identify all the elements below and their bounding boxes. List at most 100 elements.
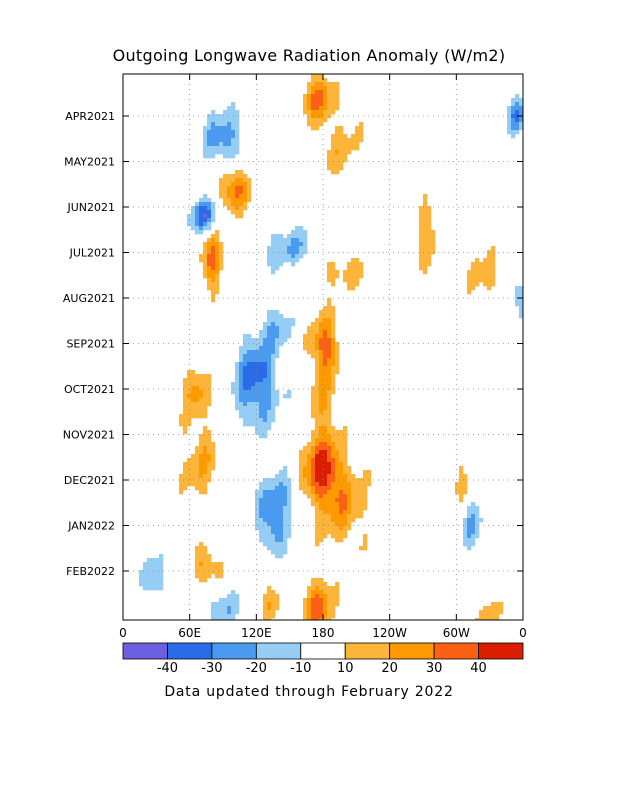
anomaly-cell [319,410,324,415]
anomaly-cell [231,202,236,207]
x-tick-label: 0 [119,626,127,640]
anomaly-cell [491,282,496,287]
x-tick-label: 180 [312,626,335,640]
anomaly-cell [459,474,464,479]
anomaly-cell [235,382,240,387]
anomaly-cell [475,278,480,283]
anomaly-cell [307,346,312,351]
anomaly-cell [219,262,224,267]
anomaly-cell [335,446,340,451]
anomaly-cell [227,130,232,135]
anomaly-cell [319,426,324,431]
anomaly-cell [311,326,316,331]
anomaly-cell [335,538,340,543]
anomaly-cell [291,322,296,327]
anomaly-cell [327,98,332,103]
anomaly-cell [323,534,328,539]
anomaly-cell [203,410,208,415]
anomaly-cell [323,338,328,343]
anomaly-cell [335,534,340,539]
anomaly-cell [259,414,264,419]
anomaly-cell [271,254,276,259]
anomaly-cell [247,178,252,183]
anomaly-cell [227,598,232,603]
colorbar-swatch [211,642,257,660]
anomaly-cell [359,498,364,503]
anomaly-cell [331,86,336,91]
anomaly-cell [327,502,332,507]
anomaly-cell [331,498,336,503]
anomaly-cell [367,478,372,483]
anomaly-cell [331,306,336,311]
anomaly-cell [355,126,360,131]
anomaly-cell [263,338,268,343]
anomaly-cell [339,158,344,163]
anomaly-cell [287,498,292,503]
anomaly-cell [311,346,316,351]
anomaly-cell [335,102,340,107]
anomaly-cell [315,390,320,395]
anomaly-cell [251,378,256,383]
anomaly-cell [511,130,516,135]
anomaly-cell [231,206,236,211]
anomaly-cell [323,346,328,351]
anomaly-cell [491,262,496,267]
anomaly-cell [215,242,220,247]
anomaly-cell [207,114,212,119]
anomaly-cell [319,618,324,620]
anomaly-cell [303,246,308,251]
anomaly-cell [203,442,208,447]
anomaly-cell [327,394,332,399]
anomaly-cell [339,534,344,539]
anomaly-cell [199,218,204,223]
anomaly-cell [263,330,268,335]
anomaly-cell [207,126,212,131]
anomaly-cell [275,494,280,499]
anomaly-cell [259,426,264,431]
anomaly-cell [307,450,312,455]
anomaly-cell [315,606,320,611]
anomaly-cell [271,322,276,327]
anomaly-cell [151,558,156,563]
anomaly-cell [303,342,308,347]
anomaly-cell [227,178,232,183]
anomaly-cell [147,574,152,579]
anomaly-cell [187,374,192,379]
anomaly-cell [303,474,308,479]
anomaly-cell [515,286,520,291]
anomaly-cell [231,102,236,107]
anomaly-cell [207,458,212,463]
anomaly-cell [331,318,336,323]
anomaly-cell [327,614,332,619]
anomaly-cell [311,442,316,447]
anomaly-cell [323,494,328,499]
anomaly-cell [343,518,348,523]
anomaly-cell [343,134,348,139]
anomaly-cell [311,90,316,95]
anomaly-cell [195,566,200,571]
anomaly-cell [143,562,148,567]
anomaly-cell [355,142,360,147]
anomaly-cell [347,142,352,147]
anomaly-cell [359,130,364,135]
anomaly-cell [207,554,212,559]
anomaly-cell [207,134,212,139]
anomaly-cell [219,182,224,187]
anomaly-cell [479,274,484,279]
anomaly-cell [455,490,460,495]
anomaly-cell [315,534,320,539]
anomaly-cell [275,602,280,607]
anomaly-cell [423,270,428,275]
anomaly-cell [247,422,252,427]
anomaly-cell [323,110,328,115]
anomaly-cell [319,82,324,87]
anomaly-cell [511,110,516,115]
anomaly-cell [275,326,280,331]
anomaly-cell [423,258,428,263]
anomaly-cell [239,354,244,359]
anomaly-cell [199,394,204,399]
anomaly-cell [259,510,264,515]
anomaly-cell [323,426,328,431]
anomaly-cell [419,250,424,255]
anomaly-cell [339,154,344,159]
